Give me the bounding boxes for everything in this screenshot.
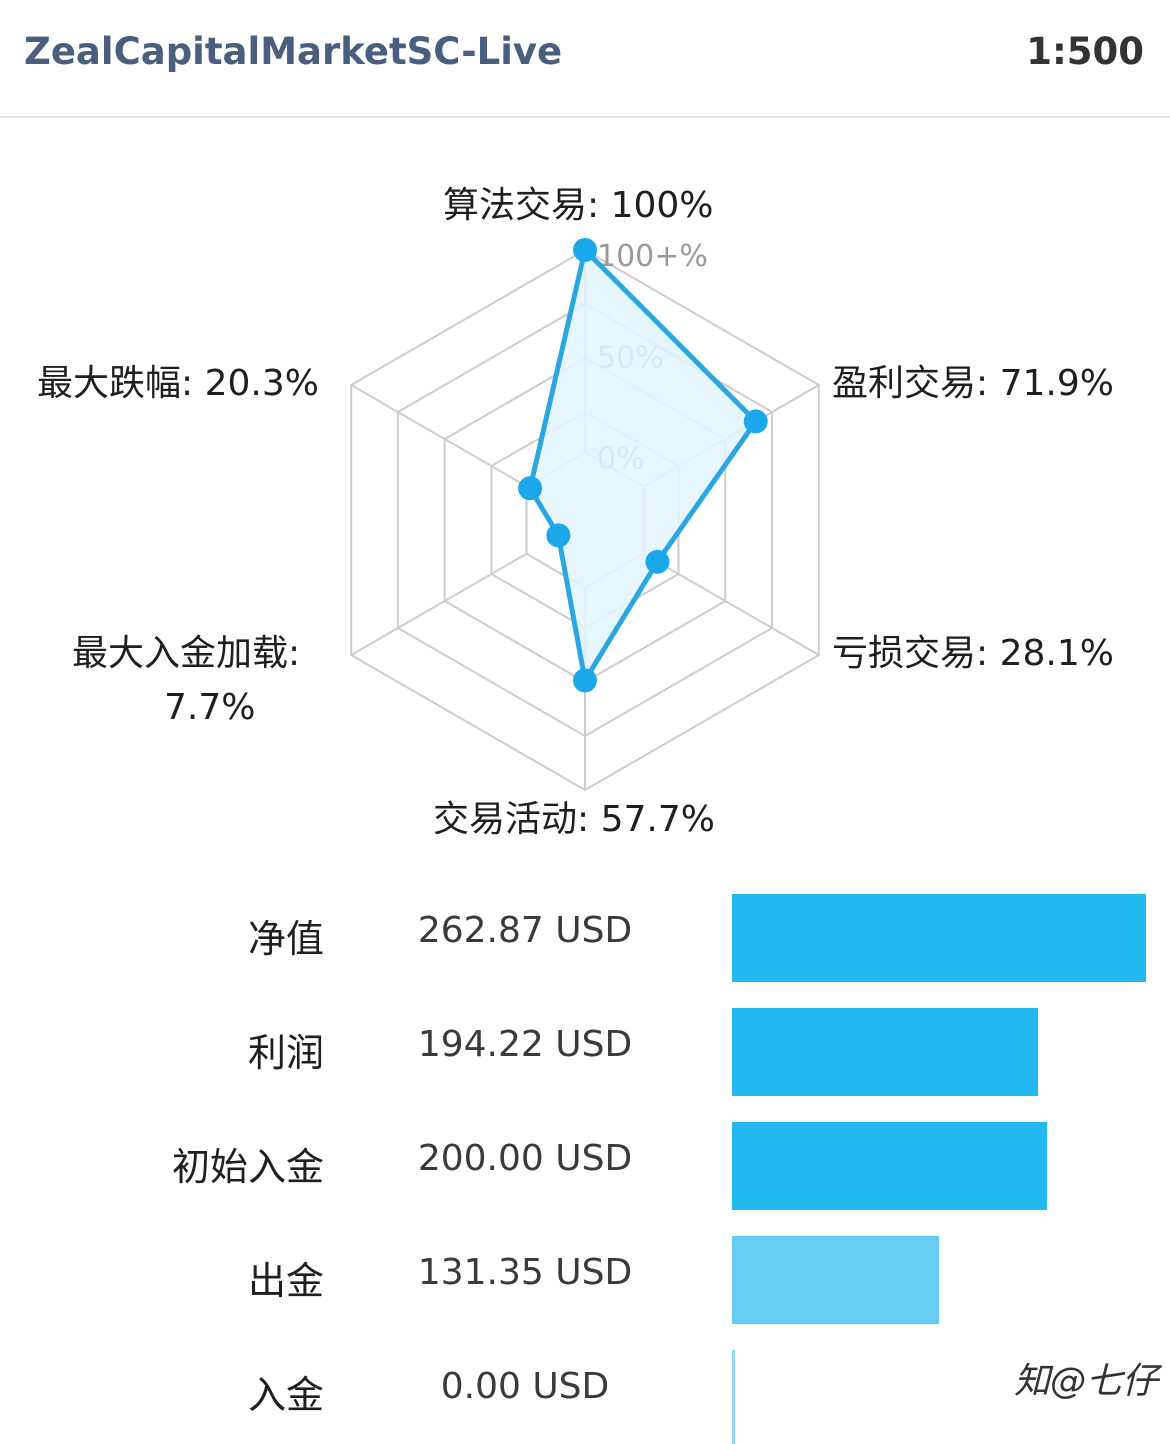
axis-label-max-deposit-load-value: 7.7% xyxy=(164,687,256,728)
stat-row-withdrawal: 出金 131.35 USD xyxy=(0,1222,1170,1336)
stat-value: 200.00 USD xyxy=(417,1138,633,1179)
radar-data-point xyxy=(546,523,571,548)
stat-row-equity: 净值 262.87 USD xyxy=(0,880,1170,994)
stat-row-profit: 利润 194.22 USD xyxy=(0,994,1170,1108)
stat-label: 出金 xyxy=(247,1259,324,1303)
radar-scale-label: 100+% xyxy=(597,239,708,274)
stat-label: 净值 xyxy=(247,917,324,961)
radar-svg: 100+%50%0% xyxy=(350,238,820,792)
stat-row-initial-deposit: 初始入金 200.00 USD xyxy=(0,1108,1170,1222)
account-header: ZealCapitalMarketSC-Live 1:500 xyxy=(0,0,1170,118)
axis-label-max-deposit-load: 最大入金加载: xyxy=(72,633,301,674)
axis-label-max-drawdown: 最大跌幅: 20.3% xyxy=(37,363,319,404)
leverage-value: 1:500 xyxy=(1026,30,1144,73)
stat-label: 利润 xyxy=(247,1031,324,1075)
watermark: 知@七仔 xyxy=(1013,1361,1158,1402)
axis-label-algo-trading: 算法交易: 100% xyxy=(443,185,714,226)
axis-label-loss-trades: 亏损交易: 28.1% xyxy=(832,633,1114,674)
radar-spoke xyxy=(350,552,528,656)
stat-value: 194.22 USD xyxy=(417,1024,633,1065)
stat-bar xyxy=(732,894,1146,982)
axis-label-trading-activity: 交易活动: 57.7% xyxy=(433,799,715,840)
stat-label: 初始入金 xyxy=(171,1145,324,1189)
radar-spoke xyxy=(642,552,820,656)
radar-data-point xyxy=(518,476,543,501)
server-name: ZealCapitalMarketSC-Live xyxy=(24,30,563,73)
radar-data-point xyxy=(743,409,768,434)
axis-label-profit-trades: 盈利交易: 71.9% xyxy=(832,363,1114,404)
stat-row-deposit: 入金 0.00 USD xyxy=(0,1336,1170,1444)
stat-value: 131.35 USD xyxy=(417,1252,633,1293)
stat-bar xyxy=(732,1008,1038,1096)
stat-bar xyxy=(732,1236,939,1324)
stat-bar xyxy=(732,1122,1047,1210)
stat-bar xyxy=(732,1350,735,1444)
radar-chart: 100+%50%0% 算法交易: 100% 盈利交易: 71.9% 亏损交易: … xyxy=(0,120,1170,860)
radar-data-point xyxy=(573,668,597,693)
radar-data-point xyxy=(573,238,597,262)
radar-data-point xyxy=(645,549,670,574)
stat-value: 262.87 USD xyxy=(417,910,633,951)
radar-spoke xyxy=(350,384,528,488)
stat-value: 0.00 USD xyxy=(440,1366,610,1407)
stat-label: 入金 xyxy=(247,1373,324,1417)
